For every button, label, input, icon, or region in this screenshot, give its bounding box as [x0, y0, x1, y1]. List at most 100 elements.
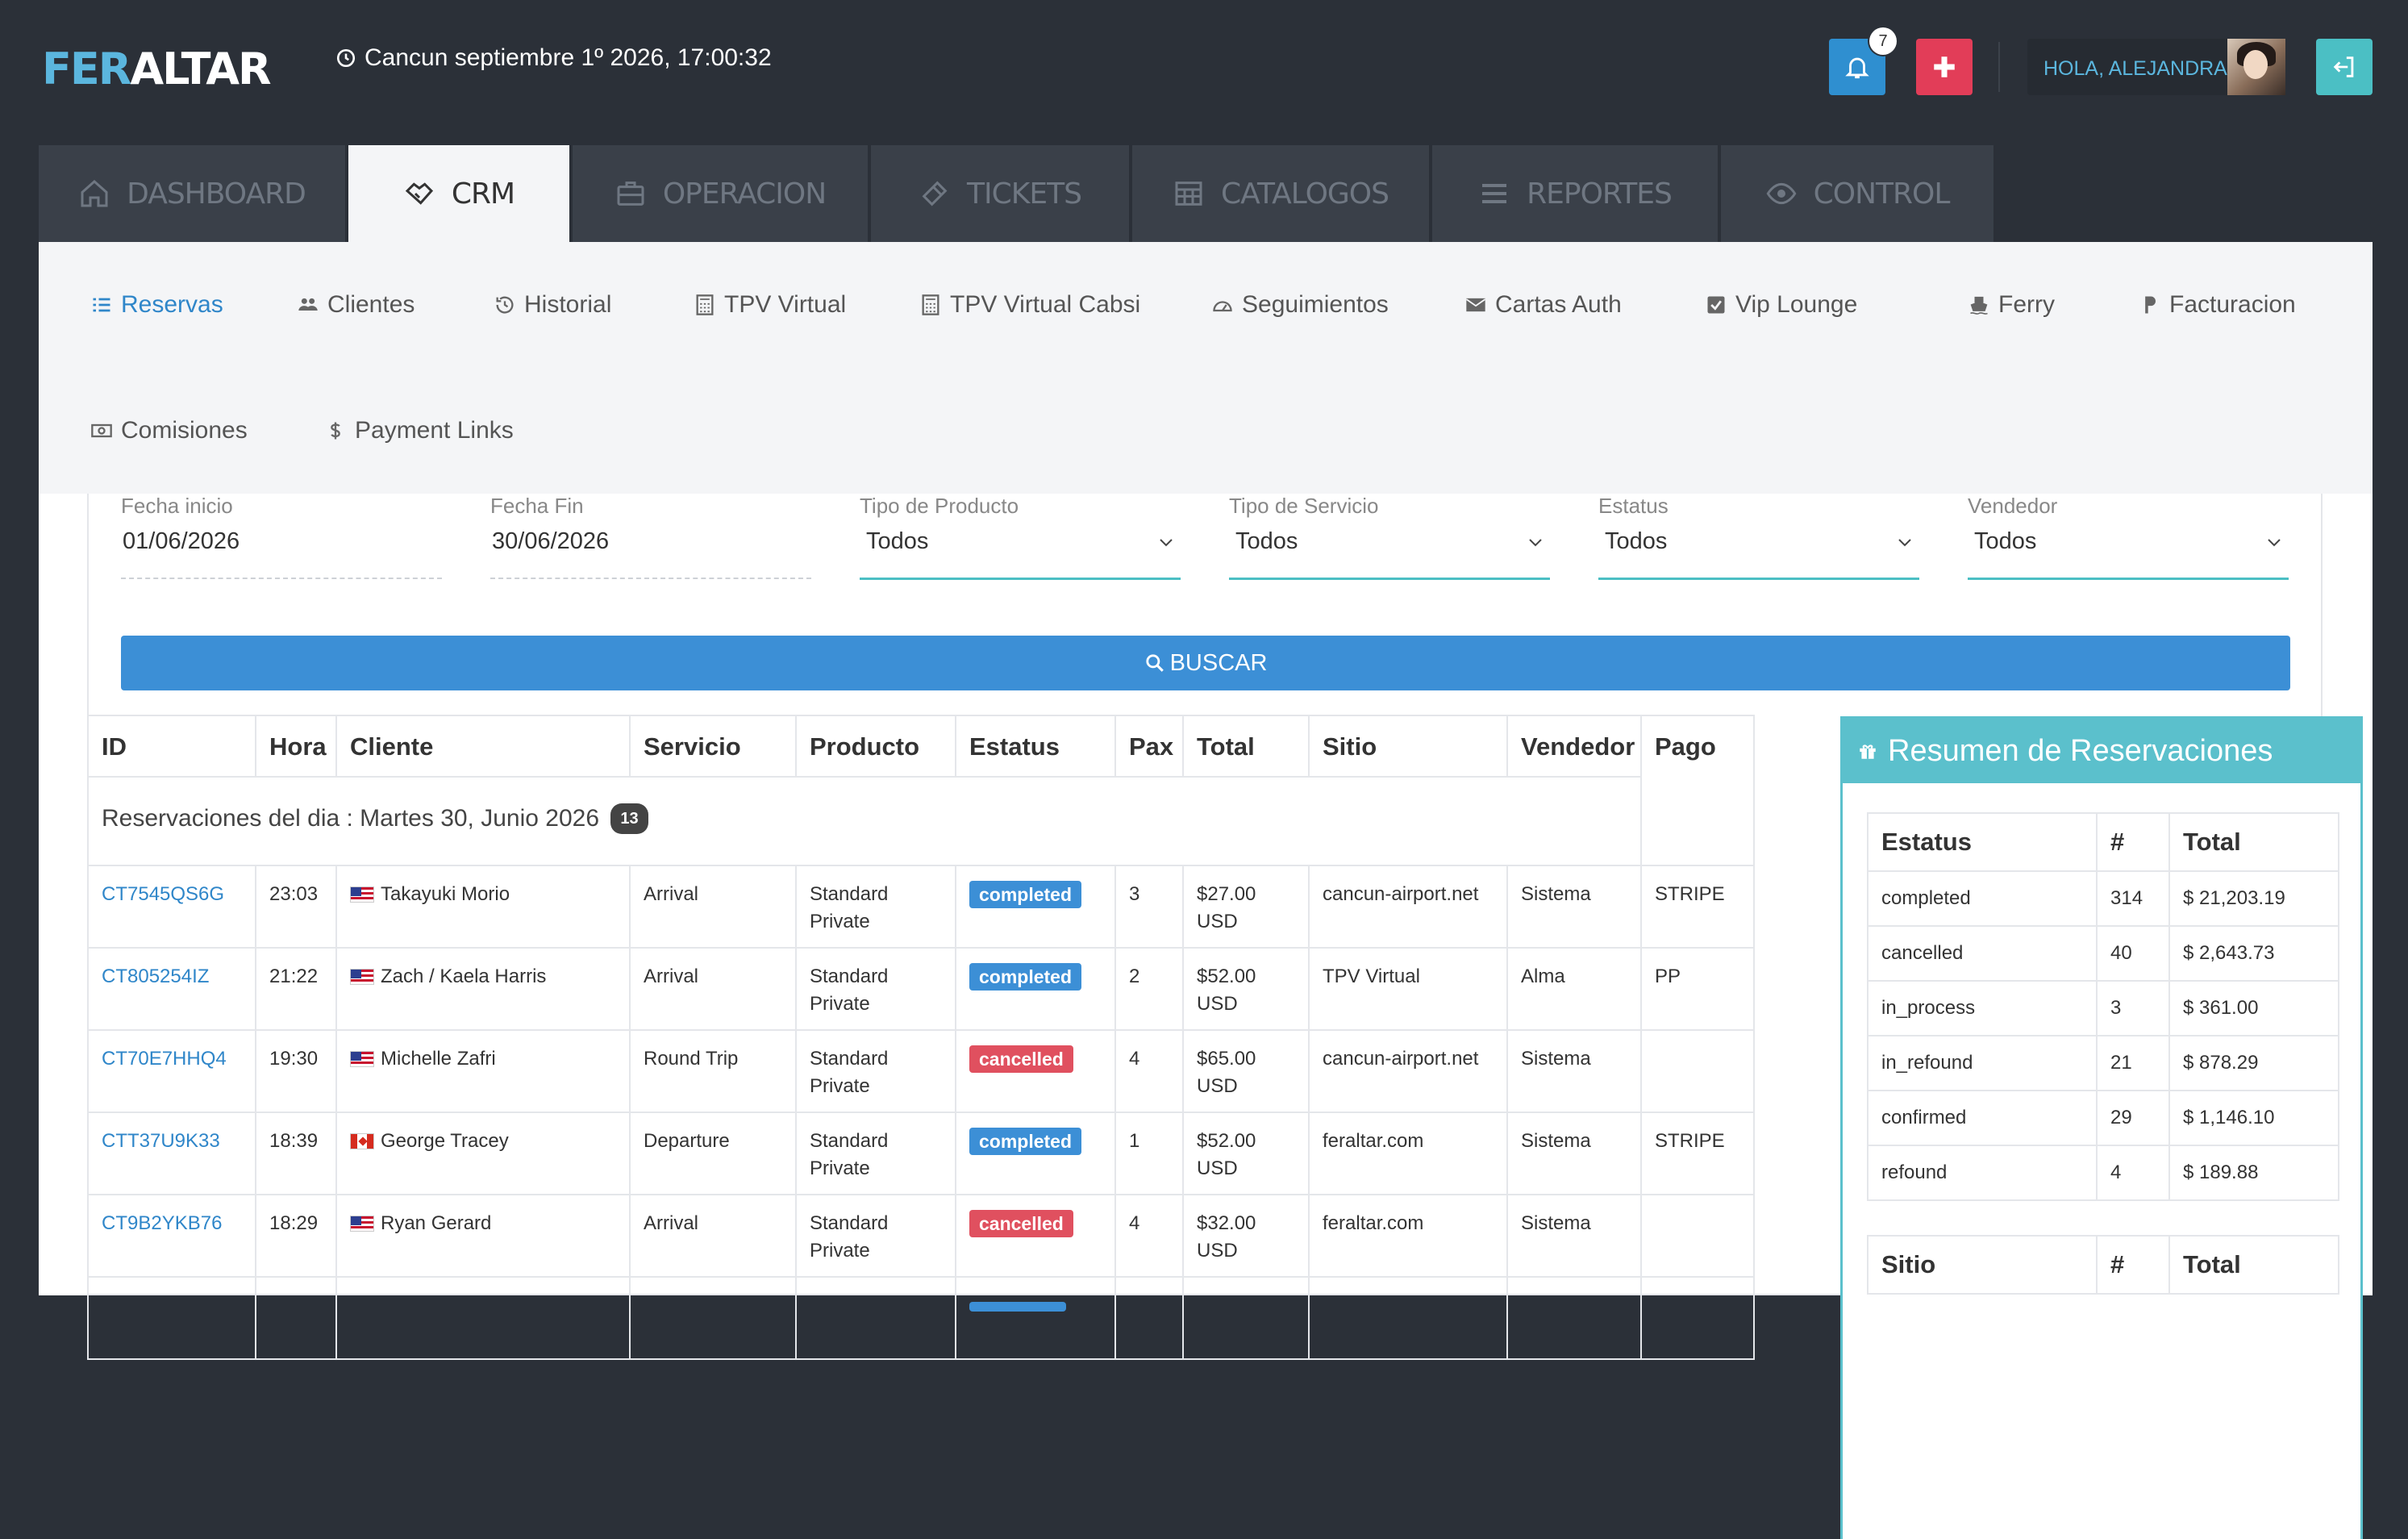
cell-estatus: cancelled: [955, 1029, 1116, 1113]
tipo-producto-underline: [860, 578, 1181, 580]
subnav-tpv-virtual-cabsi[interactable]: TPV Virtual Cabsi: [919, 290, 1140, 319]
table-row[interactable]: [87, 1276, 1755, 1360]
cell-pago: STRIPE: [1640, 865, 1755, 949]
reservation-id-link[interactable]: CT7545QS6G: [102, 883, 225, 905]
tab-dashboard[interactable]: DASHBOARD: [39, 145, 345, 242]
cell-sitio: feraltar.com: [1308, 1194, 1508, 1278]
logout-button[interactable]: [2316, 39, 2373, 95]
cell-producto: Standard Private: [795, 865, 956, 949]
cell-servicio: Departure: [629, 1112, 797, 1195]
chevron-down-icon[interactable]: [2264, 532, 2284, 552]
chevron-down-icon[interactable]: [1156, 532, 1176, 552]
eye-icon: [1766, 182, 1796, 205]
col-header-estatus[interactable]: Estatus: [955, 715, 1116, 778]
cell-vendedor: Alma: [1506, 947, 1642, 1031]
tipo-producto-select[interactable]: Todos: [866, 528, 929, 554]
col-header-sitio[interactable]: Sitio: [1308, 715, 1508, 778]
main-tabs: DASHBOARD CRM OPERACION TICKETS CATALOGO…: [39, 145, 1997, 242]
col-header-id[interactable]: ID: [87, 715, 256, 778]
brand-logo[interactable]: FERALTAR: [42, 44, 272, 94]
us-flag-icon: [350, 1216, 374, 1232]
cell-hora: 18:29: [255, 1194, 337, 1278]
search-button[interactable]: BUSCAR: [121, 636, 2290, 690]
chevron-down-icon[interactable]: [1895, 532, 1914, 552]
subnav-comisiones[interactable]: Comisiones: [90, 416, 248, 445]
tab-reportes[interactable]: REPORTES: [1432, 145, 1718, 242]
status-badge: cancelled: [969, 1045, 1073, 1073]
reservation-id-link[interactable]: CT70E7HHQ4: [102, 1048, 227, 1070]
col-header-cliente[interactable]: Cliente: [335, 715, 631, 778]
cell-pago: PP: [1640, 947, 1755, 1031]
table-row[interactable]: CT805254IZ 21:22 Zach / Kaela Harris Arr…: [87, 947, 1755, 1031]
cell-estatus: completed: [955, 947, 1116, 1031]
money-icon: [91, 423, 112, 438]
vendedor-underline: [1968, 578, 2289, 580]
col-header-servicio[interactable]: Servicio: [629, 715, 797, 778]
day-group-row: Reservaciones del dia : Martes 30, Junio…: [87, 776, 1754, 866]
subnav-seguimientos[interactable]: Seguimientos: [1211, 290, 1389, 319]
col-header-hora[interactable]: Hora: [255, 715, 337, 778]
estatus-select[interactable]: Todos: [1605, 528, 1668, 554]
tab-catalogos[interactable]: CATALOGOS: [1132, 145, 1429, 242]
list-icon: [93, 298, 110, 312]
cell-sitio: TPV Virtual: [1308, 947, 1508, 1031]
us-flag-icon: [350, 886, 374, 903]
col-header-vendedor[interactable]: Vendedor: [1506, 715, 1642, 778]
sign-out-icon: [2333, 56, 2354, 77]
subnav-facturacion[interactable]: Facturacion: [2139, 290, 2296, 319]
cell-producto: Standard Private: [795, 1112, 956, 1195]
chevron-down-icon[interactable]: [1526, 532, 1545, 552]
add-button[interactable]: [1916, 39, 1973, 95]
us-flag-icon: [350, 969, 374, 985]
fecha-inicio-field[interactable]: 01/06/2026: [123, 528, 240, 554]
tab-tickets[interactable]: TICKETS: [871, 145, 1129, 242]
reservation-id-link[interactable]: CT9B2YKB76: [102, 1212, 223, 1234]
reservation-id-link[interactable]: CT805254IZ: [102, 966, 210, 987]
cell-pago: [1640, 1194, 1755, 1278]
calculator-icon: [922, 294, 939, 315]
subnav-cartas-auth[interactable]: Cartas Auth: [1464, 290, 1622, 319]
cell-servicio: Arrival: [629, 947, 797, 1031]
subnav-vip-lounge[interactable]: Vip Lounge: [1705, 290, 1857, 319]
avatar[interactable]: [2227, 39, 2285, 95]
vendedor-label: Vendedor: [1968, 494, 2058, 518]
cell-pax: 3: [1114, 865, 1184, 949]
vendedor-select[interactable]: Todos: [1974, 528, 2037, 554]
reservation-id-link[interactable]: CTT37U9K33: [102, 1130, 220, 1152]
fecha-fin-field[interactable]: 30/06/2026: [492, 528, 610, 554]
status-badge: completed: [969, 963, 1082, 991]
cell-pago: STRIPE: [1640, 1112, 1755, 1195]
users-icon: [298, 298, 318, 311]
subnav-payment-links[interactable]: Payment Links: [324, 416, 514, 445]
subnav-ferry[interactable]: Ferry: [1968, 290, 2055, 319]
subnav-clientes[interactable]: Clientes: [297, 290, 415, 319]
cell-hora: 19:30: [255, 1029, 337, 1113]
col-header-producto[interactable]: Producto: [795, 715, 956, 778]
col-header-pax[interactable]: Pax: [1114, 715, 1184, 778]
tab-operacion[interactable]: OPERACION: [573, 145, 868, 242]
cell-pax: 1: [1114, 1112, 1184, 1195]
table-row[interactable]: CT70E7HHQ4 19:30 Michelle Zafri Round Tr…: [87, 1029, 1755, 1113]
tab-control[interactable]: CONTROL: [1721, 145, 1993, 242]
cell-sitio: cancun-airport.net: [1308, 1029, 1508, 1113]
cell-total: $27.00 USD: [1182, 865, 1310, 949]
estatus-label: Estatus: [1598, 494, 1669, 518]
tipo-servicio-select[interactable]: Todos: [1235, 528, 1298, 554]
table-row[interactable]: CT7545QS6G 23:03 Takayuki Morio Arrival …: [87, 865, 1755, 949]
subnav-historial[interactable]: Historial: [494, 290, 611, 319]
summary-status-table: Estatus # Total completed 314 $ 21,203.19 …: [1867, 812, 2339, 1201]
subnav-reservas[interactable]: Reservas: [90, 290, 223, 319]
status-badge: completed: [969, 1128, 1082, 1155]
summary-row: in_process 3 $ 361.00: [1867, 980, 2339, 1036]
subnav-tpv-virtual[interactable]: TPV Virtual: [694, 290, 846, 319]
col-header-pago[interactable]: Pago: [1640, 715, 1755, 866]
table-row[interactable]: CTT37U9K33 18:39 George Tracey Departure…: [87, 1112, 1755, 1195]
user-greeting[interactable]: HOLA, ALEJANDRA: [2043, 57, 2227, 80]
tab-crm[interactable]: CRM: [348, 145, 569, 242]
summary-panel: Resumen de Reservaciones Estatus # Total…: [1840, 716, 2363, 1539]
cell-pago: [1640, 1029, 1755, 1113]
cell-hora: 21:22: [255, 947, 337, 1031]
clock-text: Cancun septiembre 1º 2026, 17:00:32: [365, 44, 772, 71]
col-header-total[interactable]: Total: [1182, 715, 1310, 778]
table-row[interactable]: CT9B2YKB76 18:29 Ryan Gerard Arrival Sta…: [87, 1194, 1755, 1278]
